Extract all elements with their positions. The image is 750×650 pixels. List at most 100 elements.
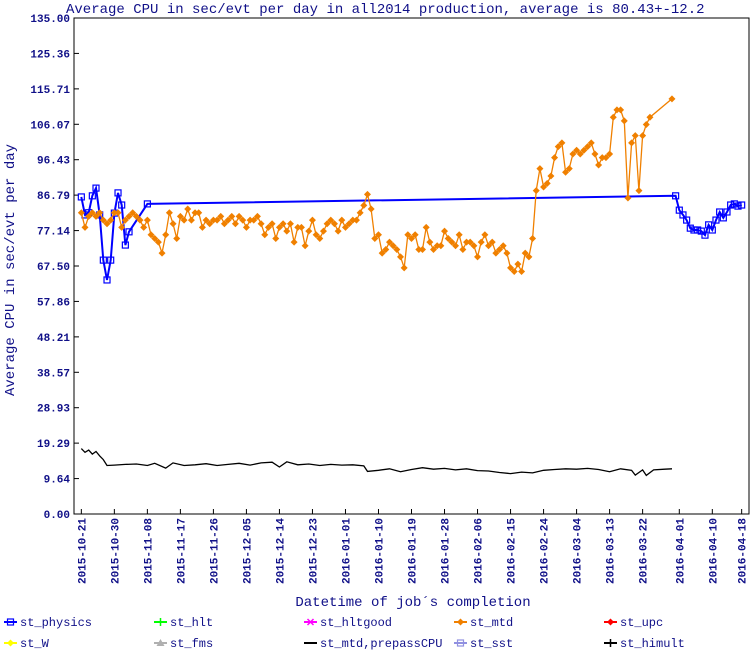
marker bbox=[239, 216, 247, 224]
marker bbox=[136, 216, 144, 224]
marker bbox=[400, 264, 408, 272]
marker bbox=[305, 227, 313, 235]
plot-area bbox=[73, 17, 750, 515]
marker bbox=[422, 223, 430, 231]
marker bbox=[617, 106, 625, 114]
marker bbox=[433, 242, 441, 250]
marker bbox=[606, 150, 614, 158]
marker bbox=[77, 209, 85, 217]
marker bbox=[147, 231, 155, 239]
marker bbox=[217, 212, 225, 220]
marker bbox=[154, 238, 162, 246]
marker bbox=[151, 234, 159, 242]
marker bbox=[609, 113, 617, 121]
marker bbox=[540, 183, 548, 191]
marker bbox=[7, 639, 14, 647]
marker bbox=[690, 226, 698, 234]
marker bbox=[466, 238, 474, 246]
marker bbox=[264, 223, 272, 231]
marker bbox=[330, 220, 338, 228]
x-tick-label: 2015-12-23 bbox=[308, 518, 320, 584]
marker bbox=[103, 220, 111, 228]
marker bbox=[551, 154, 559, 162]
marker bbox=[642, 121, 650, 129]
x-tick-label: 2016-03-22 bbox=[639, 518, 651, 584]
y-tick-label: 67.50 bbox=[37, 262, 70, 274]
legend-label: st_sst bbox=[470, 637, 513, 650]
marker bbox=[631, 132, 639, 140]
x-tick-label: 2016-02-06 bbox=[474, 518, 486, 584]
x-tick-label: 2015-12-14 bbox=[275, 518, 287, 584]
marker bbox=[576, 150, 584, 158]
marker bbox=[543, 179, 551, 187]
marker bbox=[565, 165, 573, 173]
marker bbox=[580, 146, 588, 154]
y-tick-label: 9.64 bbox=[44, 475, 71, 487]
marker bbox=[99, 216, 107, 224]
marker bbox=[176, 212, 184, 220]
marker bbox=[297, 223, 305, 231]
marker bbox=[156, 618, 165, 626]
x-tick-label: 2015-11-26 bbox=[209, 518, 221, 584]
marker bbox=[191, 209, 199, 217]
legend-label: st_himult bbox=[620, 637, 685, 650]
marker bbox=[463, 238, 471, 246]
marker bbox=[624, 194, 632, 202]
marker bbox=[474, 253, 482, 261]
marker bbox=[125, 228, 133, 236]
y-tick-label: 86.79 bbox=[37, 191, 70, 203]
marker bbox=[598, 154, 606, 162]
marker bbox=[672, 192, 680, 200]
marker bbox=[198, 223, 206, 231]
marker bbox=[308, 216, 316, 224]
marker bbox=[716, 208, 724, 216]
marker bbox=[290, 238, 298, 246]
marker bbox=[415, 245, 423, 253]
marker bbox=[606, 639, 615, 647]
y-tick-label: 28.93 bbox=[37, 404, 70, 416]
marker bbox=[404, 231, 412, 239]
marker bbox=[301, 242, 309, 250]
x-tick-label: 2015-12-05 bbox=[242, 518, 254, 584]
marker bbox=[85, 212, 93, 220]
marker bbox=[492, 249, 500, 257]
marker bbox=[206, 220, 214, 228]
marker bbox=[639, 132, 647, 140]
marker bbox=[129, 209, 137, 217]
marker bbox=[419, 245, 427, 253]
marker bbox=[283, 227, 291, 235]
marker bbox=[306, 618, 315, 626]
y-tick-label: 48.21 bbox=[37, 333, 70, 345]
marker bbox=[6, 618, 15, 626]
marker bbox=[374, 231, 382, 239]
marker bbox=[697, 227, 705, 235]
marker bbox=[503, 249, 511, 257]
marker bbox=[173, 234, 181, 242]
marker bbox=[584, 143, 592, 151]
marker bbox=[536, 165, 544, 173]
marker bbox=[496, 245, 504, 253]
x-tick-label: 2016-04-10 bbox=[708, 518, 720, 584]
marker bbox=[455, 231, 463, 239]
marker bbox=[202, 216, 210, 224]
marker bbox=[184, 205, 192, 213]
marker bbox=[349, 216, 357, 224]
marker bbox=[727, 201, 735, 209]
y-tick-label: 19.29 bbox=[37, 439, 70, 451]
marker bbox=[121, 216, 129, 224]
marker bbox=[481, 231, 489, 239]
marker bbox=[607, 618, 614, 626]
marker bbox=[99, 256, 107, 264]
marker bbox=[488, 238, 496, 246]
marker bbox=[316, 234, 324, 242]
x-tick-label: 2016-01-10 bbox=[374, 518, 386, 584]
marker bbox=[477, 238, 485, 246]
marker bbox=[125, 212, 133, 220]
marker bbox=[499, 242, 507, 250]
marker bbox=[389, 242, 397, 250]
marker bbox=[569, 150, 577, 158]
marker bbox=[77, 193, 85, 201]
marker bbox=[334, 227, 342, 235]
